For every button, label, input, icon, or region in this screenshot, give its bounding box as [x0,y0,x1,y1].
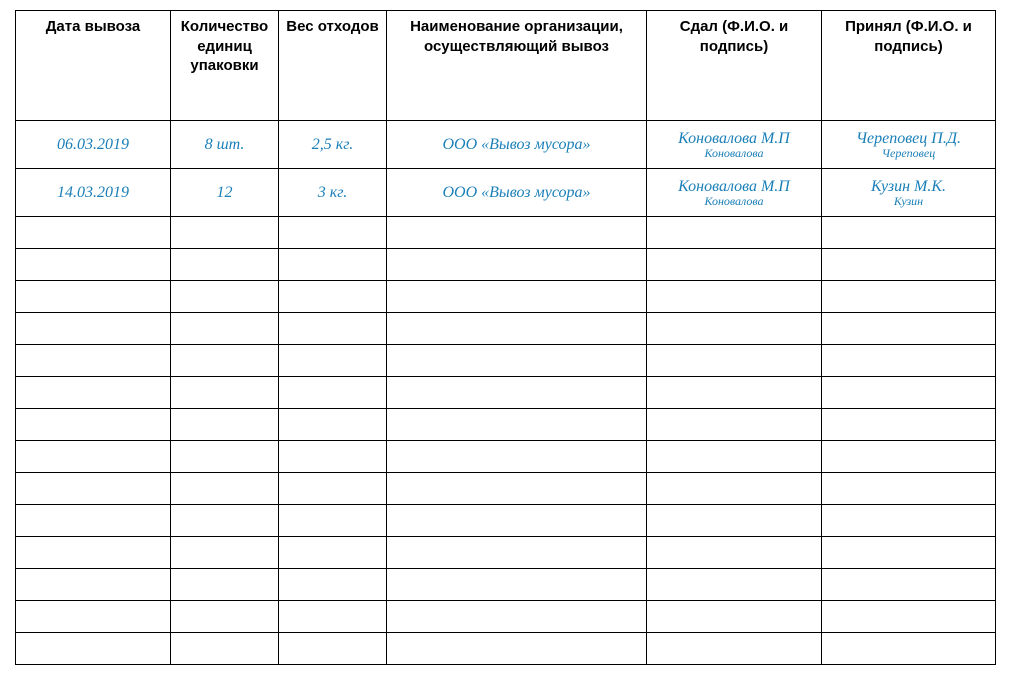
cell-weight: 3 кг. [279,169,387,217]
col-header-to: Принял (Ф.И.О. и подпись) [822,11,996,121]
table-header: Дата вывоза Количество единиц упаковки В… [16,11,996,121]
col-header-weight: Вес отходов [279,11,387,121]
table-row-empty [16,217,996,249]
table-row: 14.03.2019 12 3 кг. ООО «Вывоз мусора» К… [16,169,996,217]
cell-qty: 12 [171,169,279,217]
waste-log-table: Дата вывоза Количество единиц упаковки В… [15,10,996,665]
cell-from: Коновалова М.П Коновалова [647,121,822,169]
table-row-empty [16,377,996,409]
table-row: 06.03.2019 8 шт. 2,5 кг. ООО «Вывоз мусо… [16,121,996,169]
cell-org: ООО «Вывоз мусора» [387,169,647,217]
col-header-date: Дата вывоза [16,11,171,121]
col-header-org: Наименование организации, осуществляющий… [387,11,647,121]
table-row-empty [16,313,996,345]
table-row-empty [16,249,996,281]
table-body: 06.03.2019 8 шт. 2,5 кг. ООО «Вывоз мусо… [16,121,996,665]
cell-to: Череповец П.Д. Череповец [822,121,996,169]
table-row-empty [16,601,996,633]
table-row-empty [16,345,996,377]
table-row-empty [16,633,996,665]
cell-date: 06.03.2019 [16,121,171,169]
cell-to: Кузин М.К. Кузин [822,169,996,217]
col-header-qty: Количество единиц упаковки [171,11,279,121]
cell-weight: 2,5 кг. [279,121,387,169]
from-signature: Коновалова [651,147,817,159]
cell-qty: 8 шт. [171,121,279,169]
table-row-empty [16,409,996,441]
table-row-empty [16,569,996,601]
col-header-from: Сдал (Ф.И.О. и подпись) [647,11,822,121]
table-row-empty [16,537,996,569]
table-row-empty [16,505,996,537]
cell-from: Коновалова М.П Коновалова [647,169,822,217]
table-row-empty [16,473,996,505]
cell-org: ООО «Вывоз мусора» [387,121,647,169]
cell-date: 14.03.2019 [16,169,171,217]
table-row-empty [16,441,996,473]
table-row-empty [16,281,996,313]
from-signature: Коновалова [651,195,817,207]
to-signature: Кузин [826,195,991,207]
to-signature: Череповец [826,147,991,159]
